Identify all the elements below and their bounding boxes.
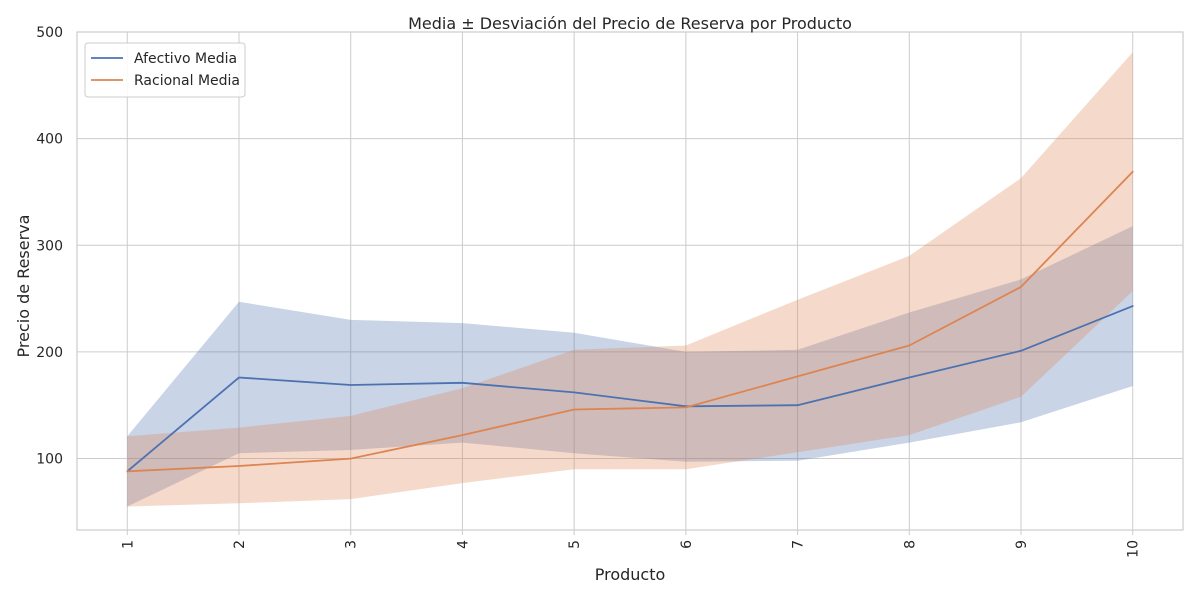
chart-title: Media ± Desviación del Precio de Reserva… [408,14,852,33]
std-bands [127,52,1133,507]
y-tick-label: 500 [36,25,63,41]
y-axis-label: Precio de Reserva [14,215,33,358]
plot-frame [76,31,1184,531]
y-tick-label: 200 [36,345,63,361]
x-tick-label: 5 [567,540,583,549]
x-tick-label: 3 [344,540,360,549]
legend: Afectivo Media Racional Media [84,42,246,98]
series-lines [126,170,1134,473]
x-tick-label: 9 [1014,540,1030,549]
std-band-racional [127,52,1133,507]
y-tick-label: 400 [36,132,63,148]
legend-label-racional: Racional Media [134,73,240,89]
x-tick-label: 6 [679,540,695,549]
legend-label-afectivo: Afectivo Media [134,51,237,67]
x-tick-label: 4 [455,540,471,549]
x-tick-label: 7 [791,540,807,549]
y-tick-label: 300 [36,238,63,254]
legend-box [84,42,246,98]
x-axis-label: Producto [595,565,666,584]
ticks: 1 2 3 4 5 6 7 8 9 10 100 200 300 400 500 [36,25,1141,558]
x-tick-label: 2 [232,540,248,549]
series-line-racional [126,170,1134,473]
x-tick-label: 10 [1126,540,1142,558]
y-tick-label: 100 [36,452,63,468]
series-line-afectivo [126,305,1134,473]
std-band-afectivo [127,226,1133,507]
x-tick-label: 8 [902,540,918,549]
x-tick-label: 1 [120,540,136,549]
